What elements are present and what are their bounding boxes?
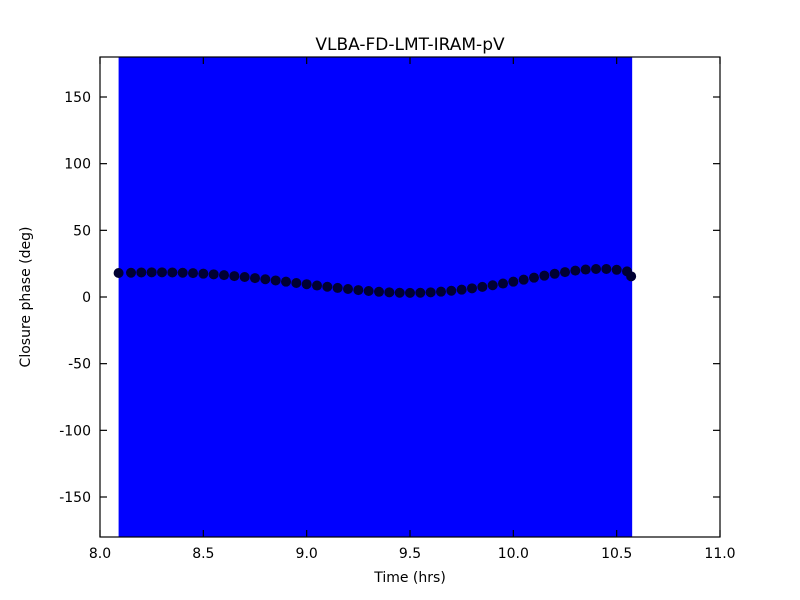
data-point <box>591 264 601 274</box>
x-tick-label: 8.0 <box>89 546 111 562</box>
data-point <box>415 287 426 298</box>
data-point <box>626 271 637 282</box>
data-point <box>487 280 498 291</box>
data-point <box>508 276 519 287</box>
data-point <box>549 268 560 279</box>
data-point <box>113 268 124 278</box>
data-point <box>405 287 415 298</box>
data-point <box>208 269 219 280</box>
plot-area: 8.0 8.5 9.0 9.5 10.0 10.5 11.0 -150 -100 -50 0 50 10… <box>59 56 736 562</box>
x-axis-label: Time (hrs) <box>373 570 446 586</box>
data-point <box>446 285 457 296</box>
y-tick-label: 50 <box>73 223 91 239</box>
y-axis-label: Closure phase (deg) <box>18 227 34 368</box>
data-point <box>229 271 240 282</box>
data-point <box>301 279 312 290</box>
data-point <box>177 267 188 278</box>
y-tick-label: -100 <box>59 423 91 439</box>
data-point <box>260 274 271 285</box>
data-point <box>343 284 353 294</box>
data-point <box>281 276 291 287</box>
data-point <box>219 270 229 281</box>
data-point <box>157 267 167 278</box>
data-point <box>322 281 333 292</box>
data-point <box>436 286 446 297</box>
x-tick-label: 9.0 <box>296 546 318 562</box>
data-point <box>456 284 467 295</box>
data-point <box>425 287 436 298</box>
x-tick-label: 10.0 <box>498 546 529 562</box>
data-point <box>136 267 147 278</box>
data-point <box>384 287 395 298</box>
data-point <box>291 278 302 288</box>
y-tick-label: 0 <box>82 290 91 306</box>
y-tick-label: 150 <box>64 90 91 106</box>
data-point <box>332 282 343 293</box>
data-point <box>467 283 477 294</box>
data-point <box>353 285 364 296</box>
data-point <box>394 287 405 298</box>
data-point <box>580 264 591 275</box>
data-point <box>477 281 488 292</box>
chart-title: VLBA-FD-LMT-IRAM-pV <box>315 35 505 55</box>
data-point <box>363 286 374 296</box>
error-band <box>118 57 633 537</box>
data-point <box>601 264 612 274</box>
data-point <box>498 278 508 289</box>
data-point <box>560 267 570 278</box>
x-tick-label: 8.5 <box>192 546 214 562</box>
x-tick-label: 11.0 <box>704 546 735 562</box>
data-point <box>250 273 260 284</box>
y-tick-label: -150 <box>59 490 91 506</box>
data-point <box>570 265 581 276</box>
data-point <box>146 267 157 278</box>
x-tick-label: 10.5 <box>601 546 632 562</box>
data-point <box>239 272 250 282</box>
data-point <box>188 268 198 279</box>
y-tick-label: 100 <box>64 157 91 173</box>
data-point <box>539 270 550 281</box>
x-tick-label: 9.5 <box>399 546 421 562</box>
data-point <box>167 267 178 278</box>
y-tick-label: -50 <box>68 357 91 373</box>
data-point <box>270 275 281 286</box>
data-point <box>611 264 622 275</box>
data-point <box>529 272 539 283</box>
data-point <box>198 268 209 279</box>
data-point <box>126 267 136 278</box>
data-point <box>374 286 384 297</box>
data-point <box>518 274 529 285</box>
data-point <box>312 280 322 291</box>
